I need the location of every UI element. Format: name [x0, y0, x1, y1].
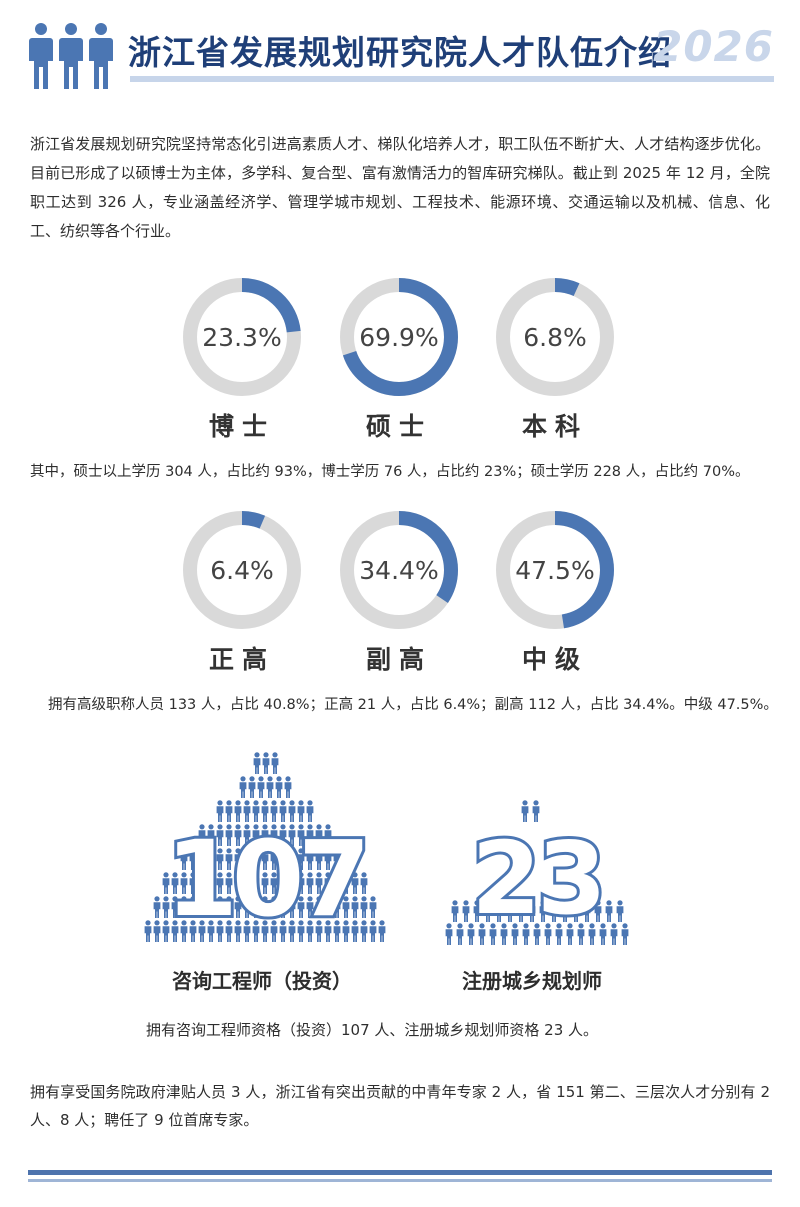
person-icon	[451, 900, 459, 922]
certs-note: 拥有咨询工程师资格（投资）107 人、注册城乡规划师资格 23 人。	[146, 1021, 599, 1039]
person-icon	[462, 900, 470, 922]
person-icon	[144, 920, 152, 942]
donut-education-1: 69.9% 硕士	[339, 277, 459, 443]
donut-arc	[183, 278, 301, 396]
person-icon	[521, 800, 529, 822]
donut-value: 34.4%	[359, 555, 439, 585]
person-icon	[369, 920, 377, 942]
year-badge: 2026	[653, 22, 774, 71]
donut-title-2: 47.5% 中级	[495, 510, 615, 676]
donut-arc	[340, 278, 458, 396]
donut-value: 69.9%	[359, 322, 439, 352]
donut-label: 副高	[365, 645, 432, 674]
person-icon	[253, 752, 261, 774]
donut-education-0: 23.3% 博士	[182, 277, 302, 443]
person-icon	[445, 923, 453, 945]
donut-arc	[183, 511, 301, 629]
donut-value: 6.8%	[523, 322, 587, 352]
person-icon	[284, 776, 292, 798]
intro-paragraph: 浙江省发展规划研究院坚持常态化引进高素质人才、梯队化培养人才，职工队伍不断扩大、…	[30, 135, 770, 240]
person-icon	[621, 923, 629, 945]
donut-label: 博士	[208, 412, 275, 441]
person-icon	[456, 923, 464, 945]
page-title: 浙江省发展规划研究院人才队伍介绍	[128, 33, 672, 72]
consulting-engineer-number: 107	[165, 818, 364, 940]
donut-title-0: 6.4% 正高	[182, 510, 302, 676]
donut-education-2: 6.8% 本科	[495, 277, 615, 443]
donut-label: 硕士	[365, 412, 432, 441]
urban-planner-number: 23	[471, 820, 602, 937]
person-icon	[248, 776, 256, 798]
urban-planner-figure: 23	[445, 800, 629, 945]
person-icon	[239, 776, 247, 798]
person-icon	[610, 923, 618, 945]
titles-note: 拥有高级职称人员 133 人，占比 40.8%；正高 21 人，占比 6.4%；…	[48, 697, 778, 713]
consulting-engineer-figure: 107	[144, 752, 386, 943]
donut-value: 23.3%	[202, 322, 282, 352]
person-icon	[153, 896, 161, 918]
person-icon	[266, 776, 274, 798]
donut-value: 6.4%	[210, 555, 274, 585]
education-note: 其中，硕士以上学历 304 人，占比约 93%，博士学历 76 人，占比约 23…	[30, 464, 750, 480]
donut-label: 正高	[208, 645, 275, 674]
urban-planner-label: 注册城乡规划师	[462, 969, 602, 993]
person-icon	[605, 900, 613, 922]
footer-divider-thin	[28, 1179, 772, 1182]
person-icon	[257, 776, 265, 798]
people-icon	[29, 23, 113, 89]
closing-paragraph: 拥有享受国务院政府津贴人员 3 人，浙江省有突出贡献的中青年专家 2 人，省 1…	[30, 1083, 770, 1129]
donut-label: 中级	[521, 645, 588, 674]
person-icon	[153, 920, 161, 942]
person-icon	[262, 752, 270, 774]
donut-arc	[496, 511, 614, 629]
person-icon	[369, 896, 377, 918]
donut-label: 本科	[521, 412, 588, 441]
donut-arc	[340, 511, 458, 629]
person-icon	[275, 776, 283, 798]
person-icon	[616, 900, 624, 922]
consulting-engineer-label: 咨询工程师（投资）	[172, 969, 352, 993]
footer-divider	[28, 1170, 772, 1175]
person-icon	[271, 752, 279, 774]
person-icon	[378, 920, 386, 942]
header-divider	[130, 76, 774, 82]
donut-title-1: 34.4% 副高	[339, 510, 459, 676]
donut-arc	[496, 278, 614, 396]
donut-value: 47.5%	[515, 555, 595, 585]
person-icon	[532, 800, 540, 822]
